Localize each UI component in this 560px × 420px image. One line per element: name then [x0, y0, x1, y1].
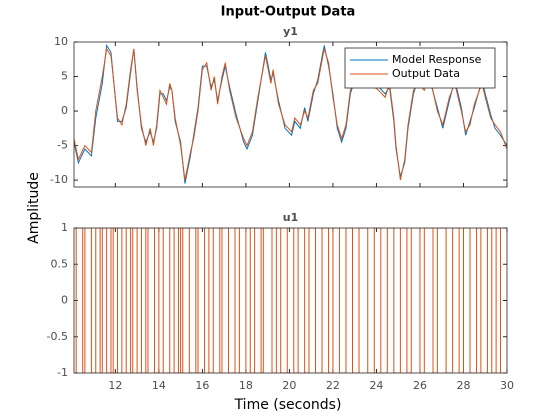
- x-tick-label: 18: [239, 379, 253, 392]
- x-tick-label: 20: [282, 379, 296, 392]
- figure-title: Input-Output Data: [221, 5, 356, 20]
- x-tick-label: 30: [500, 379, 514, 392]
- x-tick-label: 14: [152, 379, 166, 392]
- x-tick-label: 22: [326, 379, 340, 392]
- x-tick-label: 26: [413, 379, 427, 392]
- y-tick-label: 0: [61, 104, 68, 117]
- axes-box: [73, 41, 508, 188]
- x-axis-label: Time (seconds): [234, 397, 342, 413]
- y-tick-label: -10: [50, 173, 68, 186]
- y-tick-label: 0: [61, 294, 68, 307]
- x-tick-label: 28: [456, 379, 470, 392]
- y-tick-label: 10: [54, 35, 68, 48]
- y-tick-label: 5: [61, 70, 68, 83]
- y-tick-label: 1: [61, 221, 68, 234]
- x-tick-label: 12: [108, 379, 122, 392]
- y-tick-label: -1: [57, 366, 68, 379]
- plot-area: [74, 228, 507, 373]
- subplot-title: u1: [283, 211, 299, 224]
- legend-label: Model Response: [392, 53, 482, 66]
- y-tick-label: 0.5: [51, 257, 69, 270]
- y-axis-label: Amplitude: [26, 172, 42, 244]
- y-tick-label: -5: [57, 139, 68, 152]
- axes-box: [73, 227, 508, 374]
- axes-background: [74, 228, 507, 373]
- legend-box: [344, 47, 496, 89]
- subplot-title: y1: [283, 25, 298, 38]
- legend-label: Output Data: [392, 67, 460, 80]
- series-stairs: [74, 228, 507, 373]
- x-tick-label: 16: [195, 379, 209, 392]
- series-line: [74, 47, 507, 181]
- y-tick-label: -0.5: [47, 330, 68, 343]
- x-tick-label: 24: [369, 379, 383, 392]
